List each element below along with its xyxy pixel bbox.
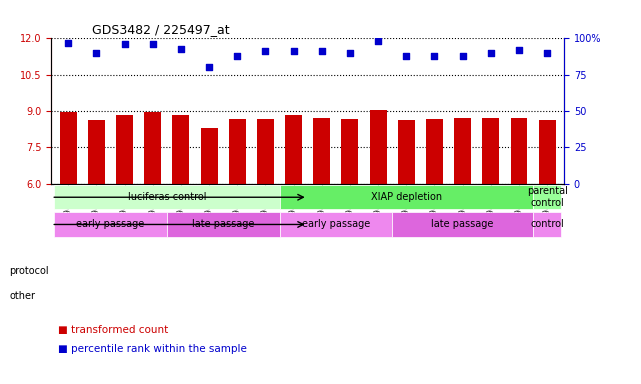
- Bar: [313, 118, 330, 184]
- Bar: [172, 115, 189, 184]
- Text: luciferas control: luciferas control: [128, 192, 206, 202]
- Point: [429, 53, 440, 59]
- Point: [458, 53, 468, 59]
- Bar: [426, 119, 443, 184]
- FancyBboxPatch shape: [279, 212, 392, 237]
- Bar: [342, 119, 358, 184]
- Point: [373, 38, 383, 45]
- Text: ■ percentile rank within the sample: ■ percentile rank within the sample: [58, 344, 247, 354]
- FancyBboxPatch shape: [533, 212, 562, 237]
- Bar: [60, 112, 77, 184]
- Bar: [229, 119, 246, 184]
- Point: [345, 50, 355, 56]
- Bar: [116, 115, 133, 184]
- Text: parental
control: parental control: [527, 187, 568, 208]
- Point: [119, 41, 129, 47]
- Text: protocol: protocol: [10, 266, 49, 276]
- FancyBboxPatch shape: [392, 212, 533, 237]
- Bar: [201, 128, 217, 184]
- Point: [232, 53, 242, 59]
- Bar: [370, 110, 387, 184]
- Point: [176, 45, 186, 51]
- Point: [204, 65, 214, 71]
- Bar: [257, 119, 274, 184]
- Bar: [285, 115, 302, 184]
- Point: [542, 50, 553, 56]
- Point: [260, 48, 271, 55]
- Point: [514, 47, 524, 53]
- Text: late passage: late passage: [192, 220, 254, 230]
- Text: control: control: [530, 220, 564, 230]
- Text: early passage: early passage: [302, 220, 370, 230]
- Point: [486, 50, 496, 56]
- Bar: [398, 121, 415, 184]
- Point: [63, 40, 73, 46]
- Text: early passage: early passage: [76, 220, 145, 230]
- FancyBboxPatch shape: [533, 185, 562, 210]
- Point: [401, 53, 412, 59]
- Text: GDS3482 / 225497_at: GDS3482 / 225497_at: [92, 23, 230, 36]
- Bar: [454, 118, 471, 184]
- Text: ■ transformed count: ■ transformed count: [58, 325, 168, 335]
- Bar: [538, 120, 556, 184]
- Bar: [144, 112, 161, 184]
- Point: [147, 41, 158, 47]
- FancyBboxPatch shape: [54, 185, 279, 210]
- Bar: [483, 118, 499, 184]
- FancyBboxPatch shape: [54, 212, 167, 237]
- FancyBboxPatch shape: [279, 185, 533, 210]
- Bar: [88, 120, 105, 184]
- Point: [288, 48, 299, 55]
- Point: [91, 50, 101, 56]
- FancyBboxPatch shape: [167, 212, 279, 237]
- Text: late passage: late passage: [431, 220, 494, 230]
- Text: XIAP depletion: XIAP depletion: [370, 192, 442, 202]
- Point: [317, 48, 327, 55]
- Text: other: other: [10, 291, 36, 301]
- Bar: [510, 118, 528, 184]
